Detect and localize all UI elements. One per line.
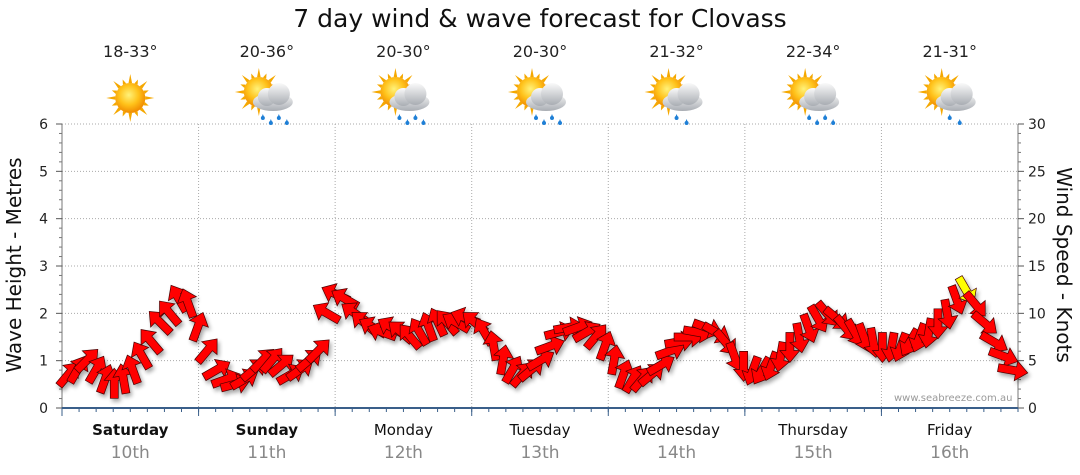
wind-arrow	[595, 330, 617, 362]
wind-arrow	[304, 339, 330, 365]
sunny-icon	[106, 74, 155, 122]
sun-cloud-showers-icon	[644, 68, 703, 125]
sun-cloud-rain-icon	[781, 68, 840, 125]
day-name-label: Saturday	[92, 421, 169, 439]
y-axis-right-label: Wind Speed - Knots	[1052, 167, 1076, 363]
sun-cloud-rain-icon	[371, 68, 430, 125]
wind-arrow	[188, 311, 209, 343]
y-tick-label-right: 25	[1028, 164, 1046, 180]
temperature-range: 21-32°	[649, 42, 704, 61]
y-tick-label-left: 1	[39, 354, 48, 370]
wind-arrow	[997, 360, 1029, 382]
watermark: www.seabreeze.com.au	[894, 393, 1013, 404]
sun-cloud-showers-icon	[917, 68, 976, 125]
wind-arrow	[937, 298, 959, 330]
date-label: 15th	[793, 443, 833, 463]
sun-cloud-rain-icon	[508, 68, 566, 125]
y-tick-label-left: 2	[39, 306, 48, 322]
temperature-range: 20-30°	[376, 42, 431, 61]
temperature-range: 20-36°	[239, 42, 295, 61]
date-label: 12th	[383, 443, 423, 463]
y-tick-label-right: 20	[1028, 212, 1046, 228]
y-tick-label-right: 15	[1028, 259, 1046, 275]
y-tick-label-left: 3	[39, 259, 48, 275]
y-axis-left-label: Wave Height - Metres	[2, 157, 26, 373]
wind-arrow	[312, 302, 342, 325]
wind-arrow	[159, 300, 183, 328]
day-name-label: Thursday	[778, 421, 849, 439]
temperature-range: 20-30°	[512, 42, 568, 61]
wind-arrow	[194, 338, 218, 365]
wind-arrow	[121, 354, 142, 386]
axes: 0 1 2 3 4 5 6 0 5 10 15 20 25 30	[39, 117, 1046, 417]
wind-arrow	[970, 310, 997, 334]
wind-arrow	[130, 341, 153, 371]
y-tick-label-right: 30	[1028, 117, 1046, 133]
wind-arrow	[493, 344, 515, 376]
y-tick-label-left: 5	[39, 164, 48, 180]
wind-arrow	[148, 311, 174, 337]
y-tick-label-left: 0	[39, 401, 48, 417]
wind-arrow	[176, 288, 198, 319]
date-label: 14th	[657, 443, 697, 463]
y-tick-label-right: 5	[1028, 354, 1037, 370]
date-label: 10th	[110, 443, 150, 463]
wind-arrow	[962, 290, 986, 317]
day-name-label: Friday	[926, 421, 973, 439]
y-tick-label-right: 0	[1028, 401, 1037, 417]
chart-title: 7 day wind & wave forecast for Clovass	[293, 4, 787, 33]
wind-arrow	[760, 350, 781, 381]
date-label: 13th	[520, 443, 560, 463]
day-name-label: Sunday	[235, 421, 299, 439]
sun-cloud-rain-icon	[234, 68, 293, 125]
wind-arrows	[55, 275, 1029, 399]
wind-arrow	[604, 344, 626, 376]
temperature-range: 18-33°	[103, 42, 158, 61]
wind-arrow	[140, 329, 164, 356]
temperature-range: 22-34°	[785, 42, 841, 61]
day-name-label: Wednesday	[633, 421, 720, 439]
day-name-label: Tuesday	[509, 421, 571, 439]
y-tick-label-right: 10	[1028, 306, 1046, 322]
y-tick-label-left: 4	[39, 212, 48, 228]
weather-icons	[106, 68, 976, 125]
temperature-range: 21-31°	[922, 42, 977, 61]
wind-arrow	[267, 354, 294, 378]
day-name-label: Monday	[373, 421, 434, 439]
date-label: 16th	[930, 443, 970, 463]
y-tick-label-left: 6	[39, 117, 48, 133]
date-label: 11th	[247, 443, 287, 463]
